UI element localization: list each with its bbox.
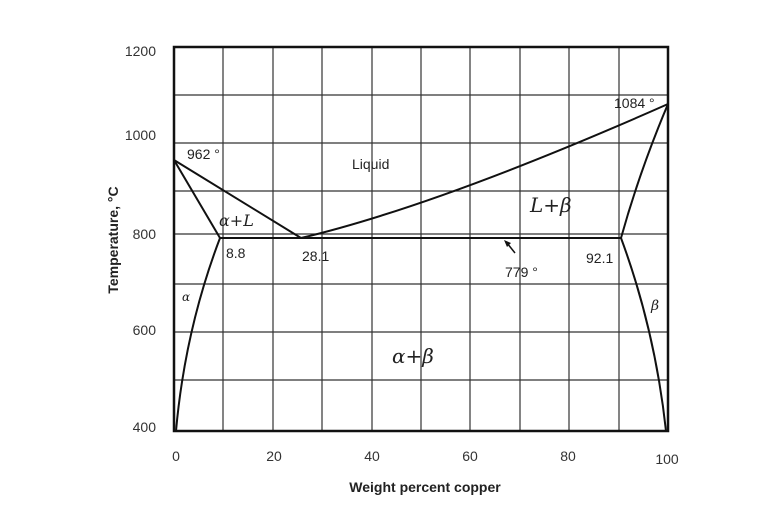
label-779: 779 ° — [505, 264, 538, 280]
label-beta: β — [650, 298, 659, 314]
x-ticks: 0 20 40 60 80 100 — [172, 448, 679, 467]
solvus-beta — [620, 237, 667, 432]
solidus-alpha — [173, 159, 221, 239]
label-alpha: α — [182, 290, 190, 304]
y-axis-title: Temperature, °C — [105, 186, 121, 293]
liquidus-cu — [300, 103, 669, 239]
liquidus-ag — [173, 159, 302, 239]
solvus-alpha — [175, 237, 221, 432]
svg-text:600: 600 — [133, 322, 157, 338]
y-ticks: 1200 1000 800 600 400 — [125, 43, 156, 435]
svg-text:80: 80 — [560, 448, 576, 464]
phase-boundaries — [173, 103, 669, 432]
label-8-8: 8.8 — [226, 245, 246, 261]
label-962: 962 ° — [187, 146, 220, 162]
label-alpha-beta: α+β — [392, 344, 434, 368]
label-1084: 1084 ° — [614, 95, 655, 111]
svg-text:400: 400 — [133, 419, 157, 435]
svg-text:60: 60 — [462, 448, 478, 464]
svg-text:40: 40 — [364, 448, 380, 464]
label-alpha-l: α+L — [219, 211, 254, 230]
svg-text:100: 100 — [655, 451, 679, 467]
svg-text:1200: 1200 — [125, 43, 156, 59]
label-liquid: Liquid — [352, 156, 389, 172]
x-axis-title: Weight percent copper — [349, 479, 501, 495]
label-28-1: 28.1 — [302, 248, 329, 264]
svg-text:1000: 1000 — [125, 127, 156, 143]
svg-text:20: 20 — [266, 448, 282, 464]
solidus-beta — [620, 103, 669, 239]
svg-text:0: 0 — [172, 448, 180, 464]
svg-text:800: 800 — [133, 226, 157, 242]
label-l-beta: L+β — [529, 193, 572, 217]
label-92-1: 92.1 — [586, 250, 613, 266]
plot-frame — [172, 45, 670, 433]
